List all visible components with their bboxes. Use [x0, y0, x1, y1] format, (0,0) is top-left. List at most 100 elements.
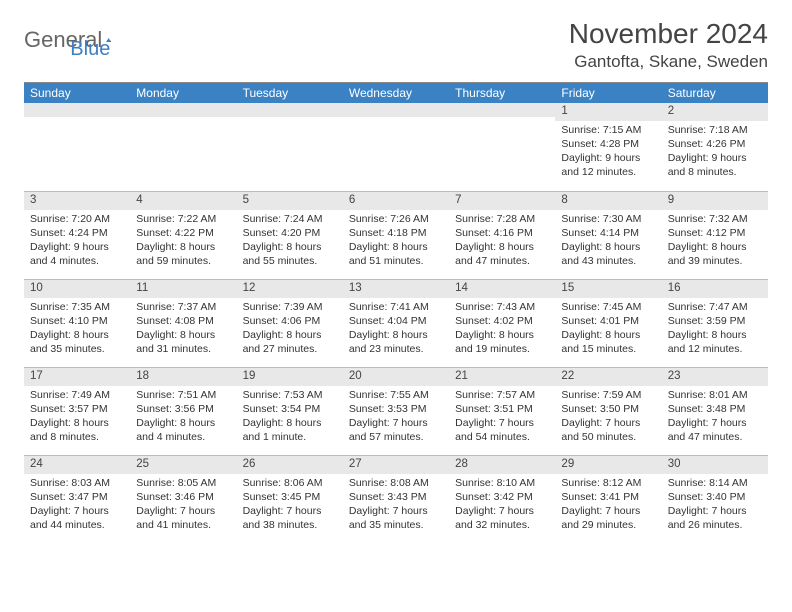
calendar-cell: 25 Sunrise: 8:05 AM Sunset: 3:46 PM Dayli… [130, 455, 236, 543]
day-number: 24 [24, 456, 130, 474]
calendar-cell: 5 Sunrise: 7:24 AM Sunset: 4:20 PM Daylig… [237, 191, 343, 279]
day-entry: Sunrise: 8:06 AM Sunset: 3:45 PM Dayligh… [243, 476, 337, 533]
day-number: 26 [237, 456, 343, 474]
day-entry: Sunrise: 7:45 AM Sunset: 4:01 PM Dayligh… [561, 300, 655, 357]
weekday-sunday: Sunday [24, 83, 130, 103]
logo: General Blue [24, 18, 110, 61]
calendar-cell: 6 Sunrise: 7:26 AM Sunset: 4:18 PM Daylig… [343, 191, 449, 279]
day-entry: Sunrise: 7:59 AM Sunset: 3:50 PM Dayligh… [561, 388, 655, 445]
day-entry: Sunrise: 7:53 AM Sunset: 3:54 PM Dayligh… [243, 388, 337, 445]
day-entry: Sunrise: 8:03 AM Sunset: 3:47 PM Dayligh… [30, 476, 124, 533]
day-number: 15 [555, 280, 661, 298]
day-number: 19 [237, 368, 343, 386]
day-number: 22 [555, 368, 661, 386]
day-entry: Sunrise: 7:43 AM Sunset: 4:02 PM Dayligh… [455, 300, 549, 357]
weekday-monday: Monday [130, 83, 236, 103]
day-number: 30 [662, 456, 768, 474]
day-entry: Sunrise: 7:30 AM Sunset: 4:14 PM Dayligh… [561, 212, 655, 269]
weekday-thursday: Thursday [449, 83, 555, 103]
location: Gantofta, Skane, Sweden [569, 52, 768, 72]
calendar-cell: 24 Sunrise: 8:03 AM Sunset: 3:47 PM Dayli… [24, 455, 130, 543]
calendar-cell: 22 Sunrise: 7:59 AM Sunset: 3:50 PM Dayli… [555, 367, 661, 455]
weekday-tuesday: Tuesday [237, 83, 343, 103]
day-entry: Sunrise: 8:12 AM Sunset: 3:41 PM Dayligh… [561, 476, 655, 533]
day-entry: Sunrise: 7:55 AM Sunset: 3:53 PM Dayligh… [349, 388, 443, 445]
calendar-cell: 8 Sunrise: 7:30 AM Sunset: 4:14 PM Daylig… [555, 191, 661, 279]
calendar-cell: 16 Sunrise: 7:47 AM Sunset: 3:59 PM Dayli… [662, 279, 768, 367]
day-number: 1 [555, 103, 661, 121]
calendar-cell: 3Sunrise: 7:20 AM Sunset: 4:24 PM Daylig… [24, 191, 130, 279]
calendar-cell [24, 103, 130, 191]
calendar-cell: 14Sunrise: 7:43 AM Sunset: 4:02 PM Dayli… [449, 279, 555, 367]
day-entry: Sunrise: 7:51 AM Sunset: 3:56 PM Dayligh… [136, 388, 230, 445]
calendar-cell: 7 Sunrise: 7:28 AM Sunset: 4:16 PM Daylig… [449, 191, 555, 279]
weekday-saturday: Saturday [662, 83, 768, 103]
day-number: 2 [662, 103, 768, 121]
day-number: 7 [449, 192, 555, 210]
day-number: 28 [449, 456, 555, 474]
day-number: 4 [130, 192, 236, 210]
day-entry: Sunrise: 7:18 AM Sunset: 4:26 PM Dayligh… [668, 123, 762, 180]
day-number: 20 [343, 368, 449, 386]
day-number: 25 [130, 456, 236, 474]
day-entry: Sunrise: 8:05 AM Sunset: 3:46 PM Dayligh… [136, 476, 230, 533]
day-entry: Sunrise: 7:37 AM Sunset: 4:08 PM Dayligh… [136, 300, 230, 357]
day-number: 6 [343, 192, 449, 210]
calendar-grid: 1 Sunrise: 7:15 AM Sunset: 4:28 PM Daylig… [24, 103, 768, 543]
month-title: November 2024 [569, 18, 768, 50]
calendar-cell: 4 Sunrise: 7:22 AM Sunset: 4:22 PM Daylig… [130, 191, 236, 279]
calendar-cell: 2 Sunrise: 7:18 AM Sunset: 4:26 PM Daylig… [662, 103, 768, 191]
day-entry: Sunrise: 8:08 AM Sunset: 3:43 PM Dayligh… [349, 476, 443, 533]
day-number: 27 [343, 456, 449, 474]
header: General Blue November 2024 Gantofta, Ska… [24, 18, 768, 72]
calendar-cell: 13 Sunrise: 7:41 AM Sunset: 4:04 PM Dayli… [343, 279, 449, 367]
day-entry: Sunrise: 7:57 AM Sunset: 3:51 PM Dayligh… [455, 388, 549, 445]
day-entry: Sunrise: 7:41 AM Sunset: 4:04 PM Dayligh… [349, 300, 443, 357]
day-entry: Sunrise: 7:32 AM Sunset: 4:12 PM Dayligh… [668, 212, 762, 269]
calendar-cell: 11 Sunrise: 7:37 AM Sunset: 4:08 PM Dayli… [130, 279, 236, 367]
calendar-cell: 10 Sunrise: 7:35 AM Sunset: 4:10 PM Dayli… [24, 279, 130, 367]
calendar-cell: 12 Sunrise: 7:39 AM Sunset: 4:06 PM Dayli… [237, 279, 343, 367]
calendar-cell: 1 Sunrise: 7:15 AM Sunset: 4:28 PM Daylig… [555, 103, 661, 191]
day-entry: Sunrise: 7:28 AM Sunset: 4:16 PM Dayligh… [455, 212, 549, 269]
calendar-cell: 17Sunrise: 7:49 AM Sunset: 3:57 PM Dayli… [24, 367, 130, 455]
calendar-cell: 19 Sunrise: 7:53 AM Sunset: 3:54 PM Dayli… [237, 367, 343, 455]
calendar-cell: 28Sunrise: 8:10 AM Sunset: 3:42 PM Dayli… [449, 455, 555, 543]
calendar-cell: 27 Sunrise: 8:08 AM Sunset: 3:43 PM Dayli… [343, 455, 449, 543]
calendar-cell: 9Sunrise: 7:32 AM Sunset: 4:12 PM Daylig… [662, 191, 768, 279]
day-number: 8 [555, 192, 661, 210]
calendar-cell [343, 103, 449, 191]
weekday-header: Sunday Monday Tuesday Wednesday Thursday… [24, 83, 768, 103]
logo-text-blue: Blue [70, 38, 110, 61]
day-entry: Sunrise: 7:22 AM Sunset: 4:22 PM Dayligh… [136, 212, 230, 269]
calendar-cell: 23Sunrise: 8:01 AM Sunset: 3:48 PM Dayli… [662, 367, 768, 455]
day-number: 3 [24, 192, 130, 210]
day-entry: Sunrise: 7:24 AM Sunset: 4:20 PM Dayligh… [243, 212, 337, 269]
calendar-cell: 20 Sunrise: 7:55 AM Sunset: 3:53 PM Dayli… [343, 367, 449, 455]
day-number: 29 [555, 456, 661, 474]
day-number: 18 [130, 368, 236, 386]
day-entry: Sunrise: 7:49 AM Sunset: 3:57 PM Dayligh… [30, 388, 124, 445]
day-number: 12 [237, 280, 343, 298]
calendar-cell: 30Sunrise: 8:14 AM Sunset: 3:40 PM Dayli… [662, 455, 768, 543]
calendar-cell: 15 Sunrise: 7:45 AM Sunset: 4:01 PM Dayli… [555, 279, 661, 367]
day-number: 13 [343, 280, 449, 298]
calendar-cell [237, 103, 343, 191]
day-entry: Sunrise: 7:26 AM Sunset: 4:18 PM Dayligh… [349, 212, 443, 269]
day-number: 5 [237, 192, 343, 210]
calendar-cell: 26 Sunrise: 8:06 AM Sunset: 3:45 PM Dayli… [237, 455, 343, 543]
calendar-cell [130, 103, 236, 191]
calendar-cell: 21 Sunrise: 7:57 AM Sunset: 3:51 PM Dayli… [449, 367, 555, 455]
calendar-cell: 29 Sunrise: 8:12 AM Sunset: 3:41 PM Dayli… [555, 455, 661, 543]
day-entry: Sunrise: 7:47 AM Sunset: 3:59 PM Dayligh… [668, 300, 762, 357]
day-number: 10 [24, 280, 130, 298]
day-entry: Sunrise: 7:39 AM Sunset: 4:06 PM Dayligh… [243, 300, 337, 357]
weekday-friday: Friday [555, 83, 661, 103]
calendar-cell [449, 103, 555, 191]
day-number: 21 [449, 368, 555, 386]
day-number: 16 [662, 280, 768, 298]
title-block: November 2024 Gantofta, Skane, Sweden [569, 18, 768, 72]
day-entry: Sunrise: 7:35 AM Sunset: 4:10 PM Dayligh… [30, 300, 124, 357]
day-entry: Sunrise: 7:15 AM Sunset: 4:28 PM Dayligh… [561, 123, 655, 180]
day-number: 11 [130, 280, 236, 298]
